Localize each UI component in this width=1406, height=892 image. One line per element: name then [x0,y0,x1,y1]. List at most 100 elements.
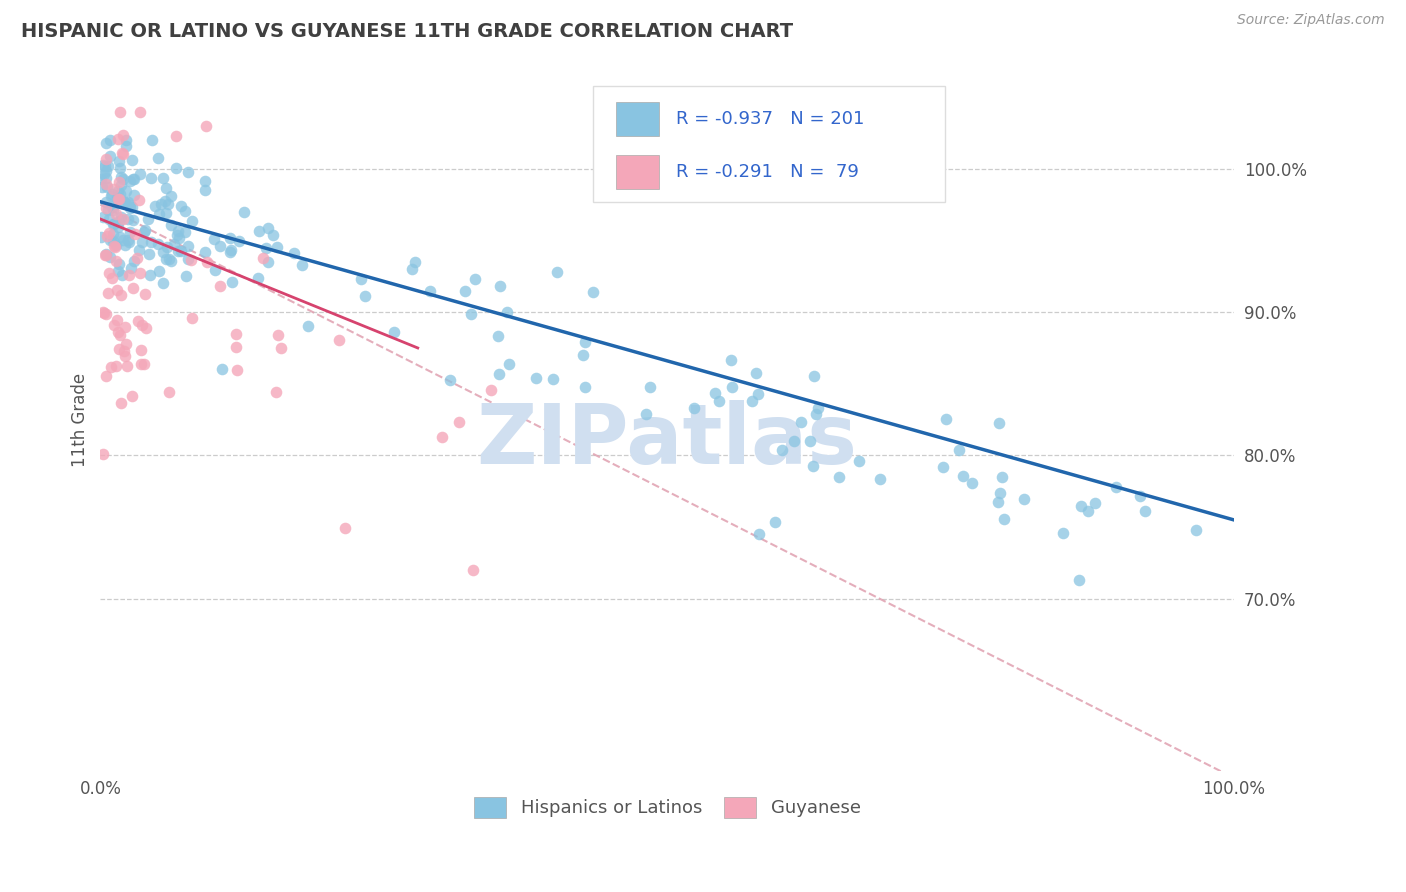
FancyBboxPatch shape [616,155,659,188]
Point [94,159,117,173]
Point [97,266,120,280]
Point [128,193,150,207]
Point [328,333,350,347]
Point [228,235,250,249]
Point [135,321,157,335]
Point [98,233,121,247]
Point [108,230,131,244]
Point [479,383,502,397]
Point [146,151,169,165]
Point [100,360,122,375]
Point [91,179,114,194]
Point [988,485,1011,500]
Point [108,104,131,119]
Point [121,153,143,168]
Point [139,235,162,249]
Point [167,244,190,259]
Point [488,279,510,293]
Point [264,384,287,399]
Point [94,247,117,261]
Point [174,268,197,283]
Point [297,318,319,333]
Point [353,289,375,303]
Point [211,362,233,376]
Point [138,268,160,283]
Point [404,255,426,269]
Point [1084,496,1107,510]
Point [194,245,217,260]
Text: ZIPatlas: ZIPatlas [477,401,858,481]
Point [257,254,280,268]
Point [166,224,188,238]
Point [114,133,136,147]
Point [128,266,150,280]
Point [165,128,187,143]
Point [112,211,135,226]
Point [195,255,218,269]
Point [101,271,124,285]
Point [291,258,314,272]
Point [138,246,160,260]
Point [145,199,167,213]
Point [1077,504,1099,518]
Point [270,341,292,355]
Point [107,220,129,235]
Point [91,304,114,318]
Point [94,308,117,322]
Point [127,314,149,328]
Point [120,201,142,215]
Point [97,159,120,173]
Point [94,170,117,185]
Y-axis label: 11th Grade: 11th Grade [72,373,89,467]
Point [524,370,547,384]
Point [97,286,120,301]
Point [262,228,284,243]
Point [382,326,405,340]
Point [128,244,150,258]
Point [122,254,145,268]
Point [419,284,441,298]
Point [765,515,787,529]
Point [100,200,122,214]
Point [948,443,970,458]
Point [156,197,179,211]
Point [97,202,120,217]
Point [91,211,114,225]
Point [159,189,181,203]
Point [155,252,177,266]
Point [546,265,568,279]
Point [463,563,485,577]
Point [124,227,146,242]
Text: R = -0.291   N =  79: R = -0.291 N = 79 [676,162,859,181]
Point [118,268,141,282]
Point [108,175,131,189]
Point [801,459,824,474]
Point [266,240,288,254]
Point [112,344,135,359]
Point [1012,492,1035,507]
Point [150,197,173,211]
Point [401,262,423,277]
Point [127,251,149,265]
Point [111,234,134,248]
Point [93,306,115,320]
Text: HISPANIC OR LATINO VS GUYANESE 11TH GRADE CORRELATION CHART: HISPANIC OR LATINO VS GUYANESE 11TH GRAD… [21,22,793,41]
Point [799,434,821,448]
Point [118,197,141,211]
Point [117,194,139,209]
Point [108,186,131,201]
Point [960,476,983,491]
FancyBboxPatch shape [593,86,945,202]
Point [683,401,706,416]
Point [129,167,152,181]
Point [114,138,136,153]
Point [104,239,127,253]
Point [157,252,180,267]
Point [90,171,112,186]
Point [180,213,202,227]
Point [112,147,135,161]
Point [112,194,135,209]
Point [1185,523,1208,537]
Point [232,205,254,219]
Point [257,221,280,235]
